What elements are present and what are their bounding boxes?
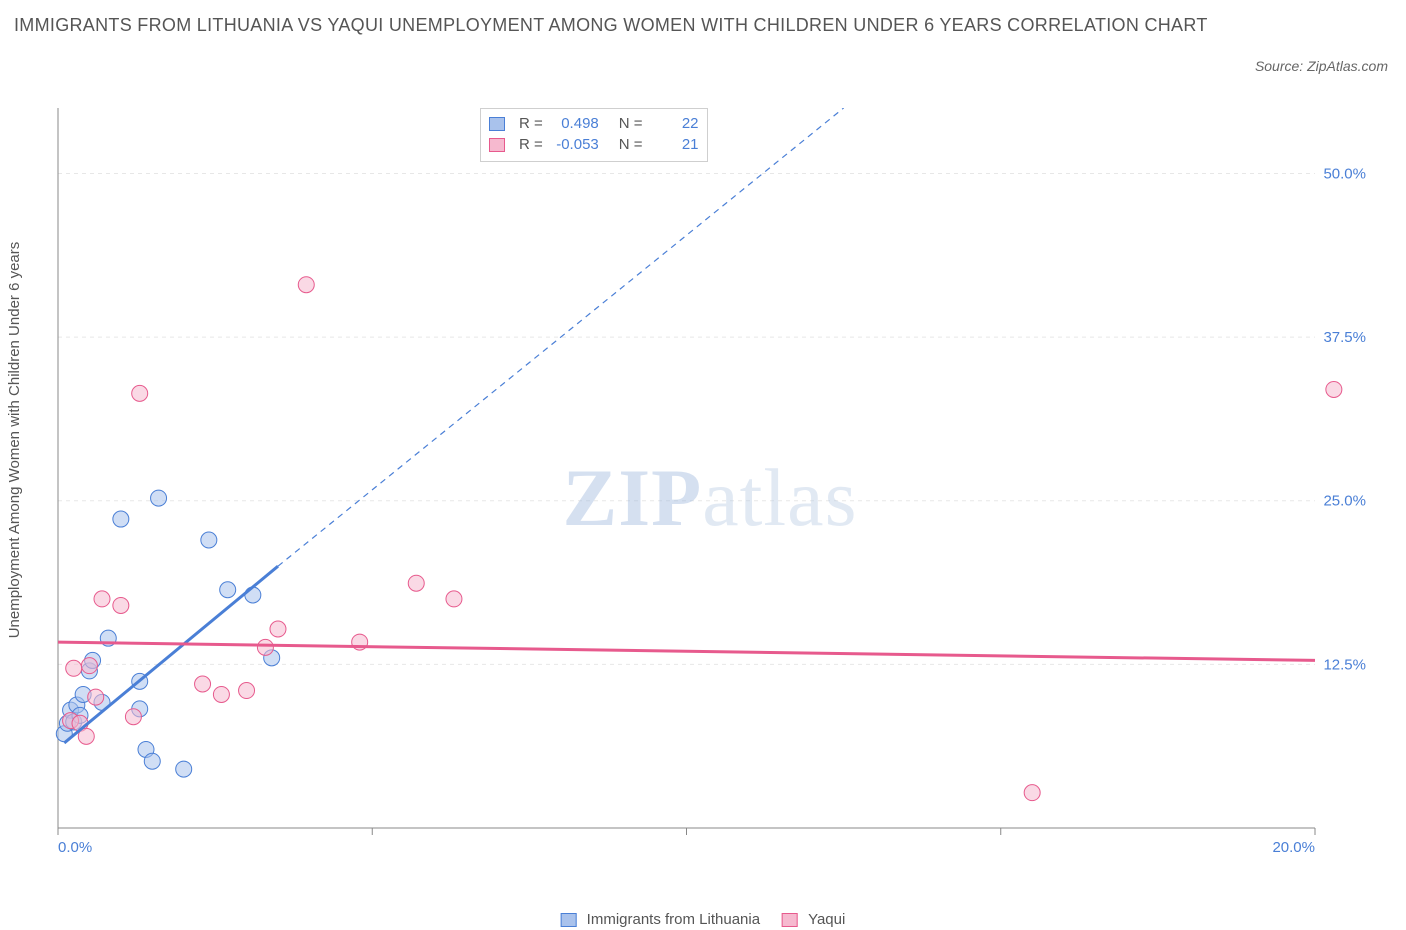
swatch-icon (782, 913, 798, 927)
svg-text:0.0%: 0.0% (58, 839, 92, 856)
chart-svg: 12.5% 25.0% 37.5% 50.0% 0.0% 20.0% (50, 108, 1370, 858)
r-value-1: -0.053 (553, 134, 599, 155)
legend: Immigrants from Lithuania Yaqui (561, 911, 846, 928)
chart-plot-area: 12.5%25.0%37.5%50.0%0.0%20.0% ZIPatlas R… (50, 108, 1370, 858)
legend-item-0: Immigrants from Lithuania (561, 911, 760, 928)
y-axis-label: Unemployment Among Women with Children U… (6, 170, 23, 710)
legend-label-0: Immigrants from Lithuania (587, 911, 760, 928)
svg-text:50.0%: 50.0% (1323, 165, 1366, 182)
chart-title: IMMIGRANTS FROM LITHUANIA VS YAQUI UNEMP… (14, 12, 1286, 38)
legend-label-1: Yaqui (808, 911, 845, 928)
svg-text:20.0%: 20.0% (1272, 839, 1315, 856)
svg-text:37.5%: 37.5% (1323, 329, 1366, 346)
legend-item-1: Yaqui (782, 911, 845, 928)
stats-row-1: R = -0.053 N = 21 (489, 134, 699, 155)
stats-row-0: R = 0.498 N = 22 (489, 113, 699, 134)
swatch-icon (489, 138, 505, 152)
swatch-icon (489, 117, 505, 131)
source-label: Source: ZipAtlas.com (1255, 58, 1388, 74)
n-value-1: 21 (653, 134, 699, 155)
stats-box: R = 0.498 N = 22 R = -0.053 N = 21 (480, 108, 708, 162)
svg-text:25.0%: 25.0% (1323, 493, 1366, 510)
n-value-0: 22 (653, 113, 699, 134)
svg-text:12.5%: 12.5% (1323, 656, 1366, 673)
swatch-icon (561, 913, 577, 927)
r-value-0: 0.498 (553, 113, 599, 134)
